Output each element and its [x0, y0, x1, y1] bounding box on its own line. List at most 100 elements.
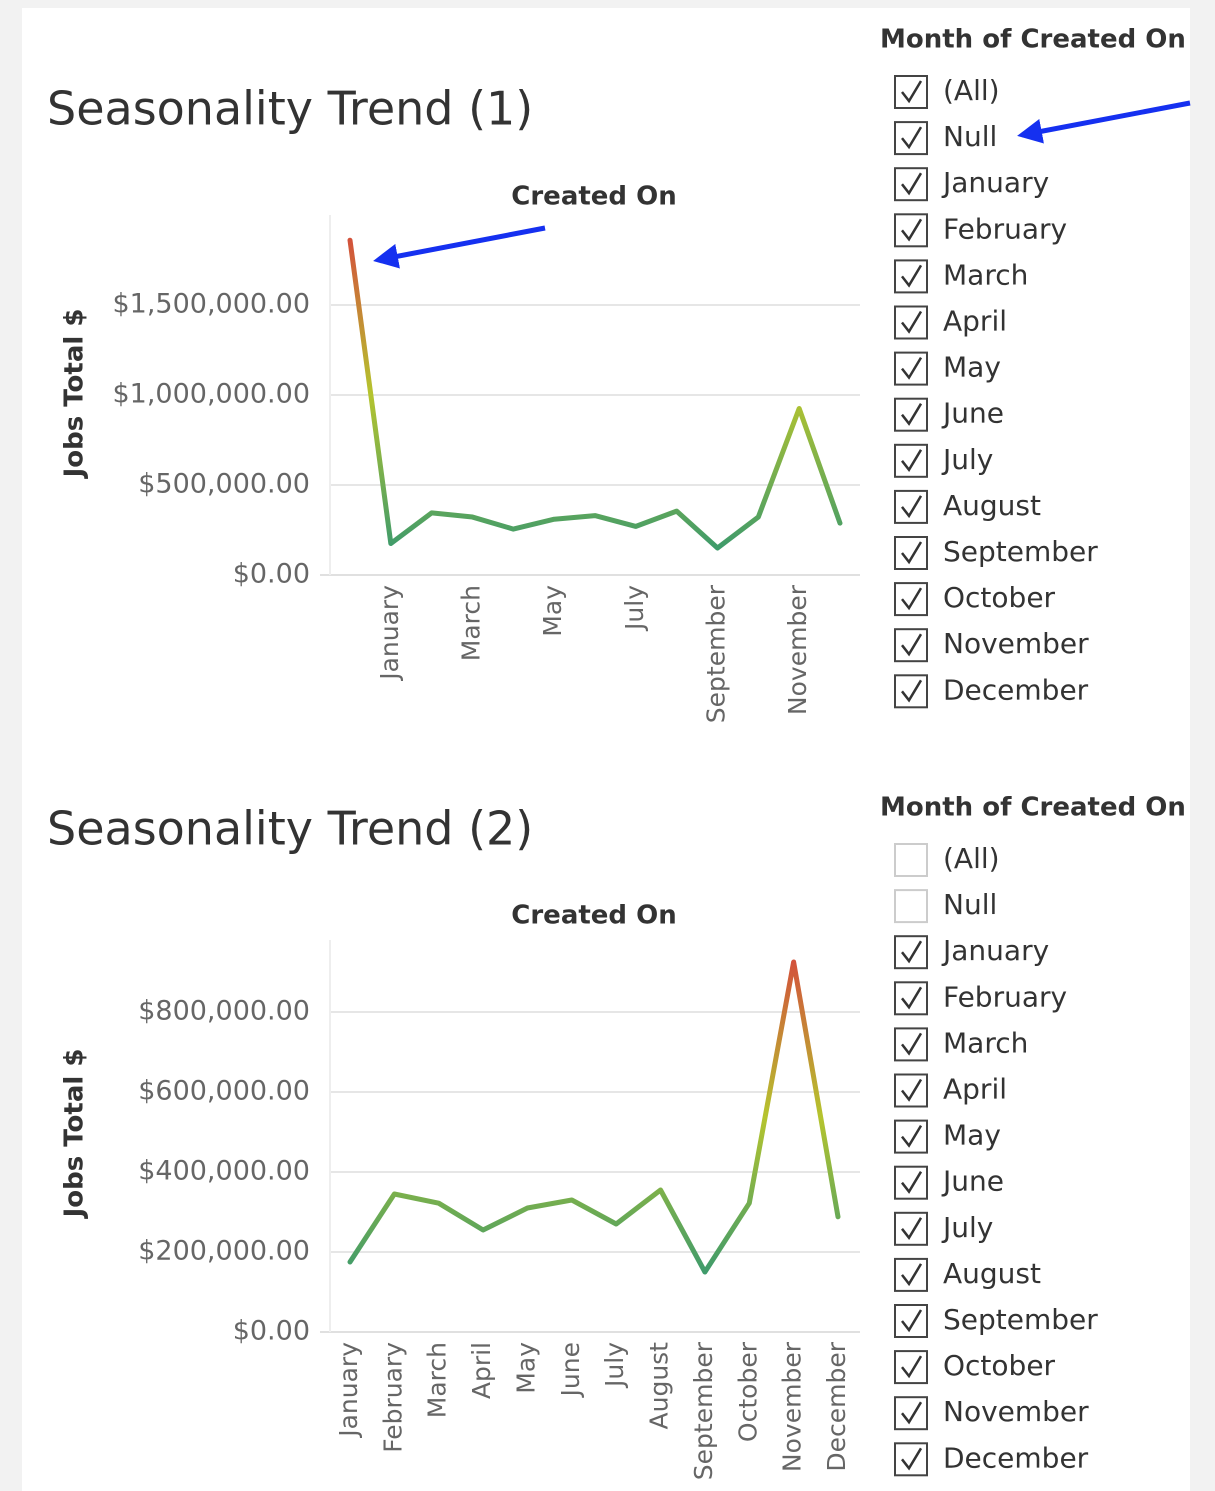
filter-option[interactable]: February	[894, 212, 1067, 248]
filter-option[interactable]: December	[894, 673, 1089, 709]
x-tick-label: May	[538, 585, 567, 637]
filter-option[interactable]: Null	[894, 120, 997, 156]
filter-option[interactable]: May	[894, 351, 1001, 386]
line-series	[347, 959, 841, 1275]
checkmark	[901, 403, 923, 426]
filter-label: March	[943, 258, 1028, 291]
x-tick-label: November	[783, 584, 812, 715]
content: Seasonality Trend (1) Created On Jobs Tota…	[47, 25, 1186, 1481]
checkmark	[901, 1401, 923, 1425]
filter-label: September	[943, 535, 1098, 568]
filter-label: (All)	[943, 74, 1000, 107]
checkmark	[901, 541, 923, 565]
filter-option[interactable]: June	[894, 1165, 1004, 1200]
panel	[22, 8, 1190, 1491]
filter-option[interactable]: September	[894, 535, 1098, 570]
filter-option[interactable]: April	[894, 1073, 1007, 1108]
filter-option[interactable]: January	[894, 934, 1049, 970]
filter-label: February	[943, 212, 1067, 245]
annotation-arrow	[373, 225, 546, 269]
checkbox	[894, 167, 928, 202]
checkmark	[901, 1263, 923, 1287]
y-tick-label: $200,000.00	[138, 1236, 310, 1267]
filter-option[interactable]: August	[894, 1257, 1041, 1292]
filter-option[interactable]: February	[894, 980, 1067, 1016]
checkbox	[894, 1165, 928, 1200]
checkbox	[894, 981, 928, 1016]
checkmark	[901, 1078, 923, 1102]
filter-option[interactable]: (All)	[894, 74, 1000, 109]
checkmark	[901, 1309, 923, 1333]
checkmark	[901, 679, 923, 703]
checkbox	[894, 1211, 928, 1246]
checkbox	[894, 75, 928, 109]
filter-label: January	[941, 934, 1049, 967]
filter-option[interactable]: July	[894, 1211, 993, 1246]
filter-title: Month of Created On	[880, 25, 1186, 55]
checkmark	[901, 264, 923, 288]
chart-title: Seasonality Trend (2)	[47, 802, 533, 856]
filter-label: April	[943, 305, 1007, 338]
checkmark	[901, 356, 923, 380]
filter-option[interactable]: March	[894, 258, 1028, 294]
filter-label: April	[943, 1073, 1007, 1106]
filter-option[interactable]: October	[894, 581, 1056, 617]
filter-label: November	[943, 1395, 1089, 1428]
filter-label: Null	[943, 120, 997, 153]
checkmark	[901, 1171, 923, 1194]
x-tick-label: March	[457, 585, 486, 661]
checkbox	[894, 889, 928, 924]
checkmark	[901, 80, 923, 104]
checkmark	[901, 633, 923, 657]
filter-option[interactable]: January	[894, 166, 1049, 202]
filter-label: August	[943, 1257, 1041, 1290]
checkbox	[894, 1027, 928, 1062]
x-tick-label: May	[511, 1342, 540, 1394]
checkbox	[894, 536, 928, 570]
x-tick-label: February	[378, 1342, 407, 1453]
checkbox	[894, 489, 928, 524]
filter-option[interactable]: November	[894, 1395, 1089, 1431]
filter-option[interactable]: October	[894, 1349, 1056, 1385]
filter-option[interactable]: April	[894, 305, 1007, 340]
checkbox	[894, 351, 928, 386]
checkbox	[894, 259, 928, 294]
checkbox	[894, 674, 928, 709]
filter-option[interactable]: Null	[894, 888, 997, 924]
filter-label: July	[941, 1211, 993, 1244]
y-tick-label: $1,500,000.00	[112, 289, 310, 320]
filter-label: January	[941, 166, 1049, 199]
filter-option[interactable]: June	[894, 397, 1004, 432]
x-tick-label: September	[702, 584, 731, 723]
checkmark	[901, 449, 923, 473]
filter-label: June	[941, 1165, 1004, 1198]
chart-title: Seasonality Trend (1)	[47, 82, 533, 136]
filter-option[interactable]: November	[894, 627, 1089, 663]
filter-title: Month of Created On	[880, 793, 1186, 823]
y-axis-title: Jobs Total $	[60, 1049, 90, 1220]
filter-option[interactable]: March	[894, 1026, 1028, 1062]
y-tick-label: $500,000.00	[138, 469, 310, 500]
filter-option[interactable]: December	[894, 1441, 1089, 1477]
filter-label: February	[943, 980, 1067, 1013]
y-tick-label: $0.00	[233, 559, 310, 590]
filter-label: June	[941, 397, 1004, 430]
checkbox	[894, 1350, 928, 1385]
filter-option[interactable]: July	[894, 443, 993, 478]
filter-label: October	[943, 1349, 1056, 1382]
checkbox	[894, 1257, 928, 1292]
checkmark	[901, 1447, 923, 1471]
checkbox	[894, 1442, 928, 1477]
filter-option[interactable]: May	[894, 1119, 1001, 1154]
filter-option[interactable]: August	[894, 489, 1041, 524]
filter-option[interactable]: September	[894, 1303, 1098, 1338]
line-series	[347, 237, 843, 551]
filter-option[interactable]: (All)	[894, 842, 1000, 877]
filter-label: March	[943, 1026, 1028, 1059]
x-tick-label: September	[689, 1341, 718, 1480]
x-axis-title: Created On	[511, 901, 676, 931]
x-tick-label: March	[423, 1342, 452, 1418]
checkbox	[894, 443, 928, 478]
annotation-arrow	[1017, 100, 1191, 144]
filter-label: July	[941, 443, 993, 476]
